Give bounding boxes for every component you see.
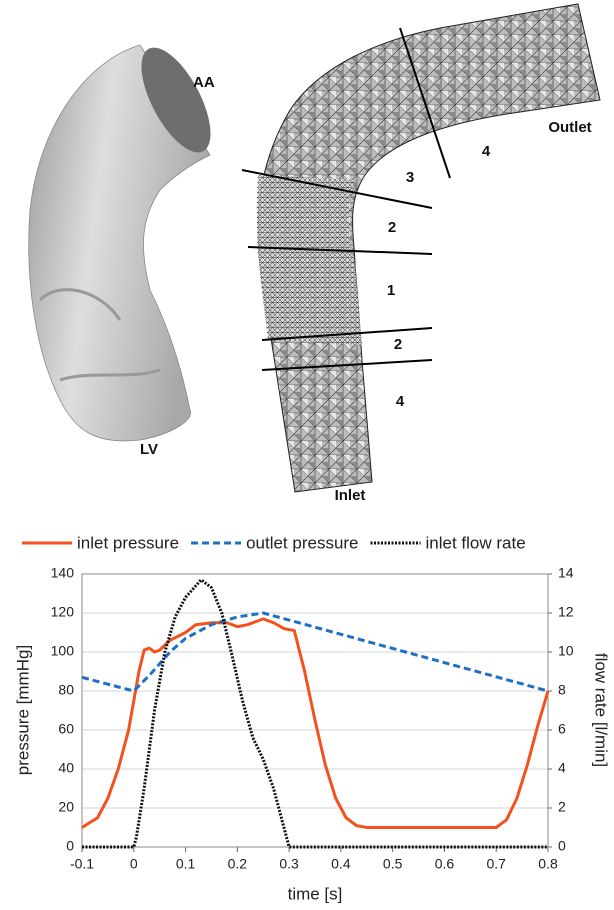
y2-tick-label: 8 (558, 682, 566, 698)
x-tick-label: 0.3 (279, 856, 299, 872)
y-tick-label: 20 (58, 799, 74, 815)
label: 1 (387, 282, 395, 299)
y-tick-label: 40 (58, 760, 74, 776)
label: 2 (394, 336, 402, 353)
y-axis-title: pressure [mmHg] (13, 645, 32, 775)
label: Inlet (335, 487, 366, 504)
mesh-render (242, 4, 600, 492)
legend-label: inlet pressure (77, 533, 179, 552)
y2-tick-label: 12 (558, 604, 574, 620)
legend-label: outlet pressure (246, 533, 358, 552)
y-tick-label: 140 (51, 565, 75, 581)
x-tick-label: 0.7 (486, 856, 506, 872)
label: AA (193, 74, 215, 91)
y2-tick-label: 6 (558, 721, 566, 737)
series-line (82, 619, 548, 828)
y2-tick-label: 4 (558, 760, 566, 776)
y2-tick-label: 2 (558, 799, 566, 815)
x-tick-label: 0 (130, 856, 138, 872)
figure: AA LV Outlet Inlet 4 3 2 1 2 4 time [s] … (0, 0, 614, 910)
y-tick-label: 0 (66, 838, 74, 854)
label: 4 (482, 143, 491, 160)
y2-tick-label: 0 (558, 838, 566, 854)
y-tick-label: 100 (51, 643, 75, 659)
x-tick-label: 0.6 (435, 856, 455, 872)
y2-tick-label: 10 (558, 643, 574, 659)
x-tick-label: -0.1 (70, 856, 94, 872)
label: Outlet (548, 119, 591, 136)
x-tick-label: 0.5 (383, 856, 403, 872)
y-tick-label: 80 (58, 682, 74, 698)
y2-axis-title: flow rate [l/min] (592, 653, 611, 767)
x-tick-label: 0.1 (176, 856, 196, 872)
label: 4 (396, 393, 405, 410)
label: 2 (388, 219, 396, 236)
y-tick-label: 120 (51, 604, 75, 620)
label: LV (140, 441, 158, 458)
x-tick-label: 0.4 (331, 856, 351, 872)
aorta-render (29, 38, 225, 441)
legend-label: inlet flow rate (426, 533, 526, 552)
x-tick-label: 0.8 (538, 856, 558, 872)
x-tick-label: 0.2 (228, 856, 248, 872)
y2-tick-label: 14 (558, 565, 574, 581)
label: 3 (406, 169, 414, 186)
plot-frame (82, 574, 548, 847)
x-axis-title: time [s] (288, 884, 343, 903)
y-tick-label: 60 (58, 721, 74, 737)
